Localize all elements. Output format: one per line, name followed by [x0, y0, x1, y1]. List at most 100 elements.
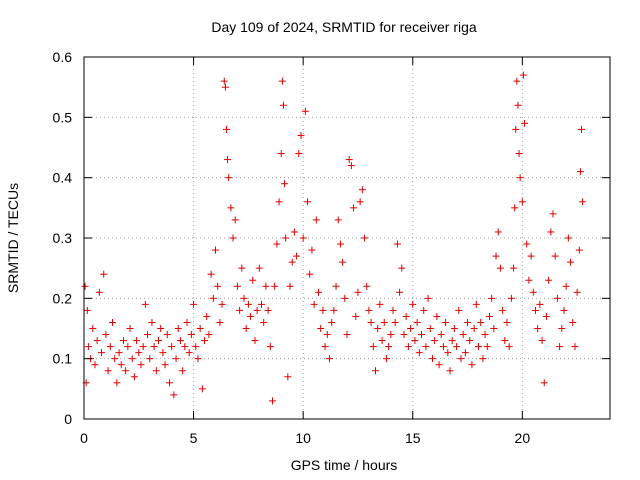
- data-point: [464, 318, 472, 326]
- data-point: [556, 343, 564, 351]
- data-point: [505, 343, 513, 351]
- data-point: [229, 234, 237, 242]
- data-point: [527, 252, 535, 260]
- data-point: [301, 107, 309, 115]
- data-point: [187, 331, 195, 339]
- data-point: [255, 264, 263, 272]
- data-point: [389, 306, 397, 314]
- data-point: [104, 367, 112, 375]
- data-point: [422, 343, 430, 351]
- data-point: [371, 367, 379, 375]
- data-point: [531, 306, 539, 314]
- data-point: [181, 343, 189, 351]
- data-point: [242, 325, 250, 332]
- data-point: [501, 337, 509, 345]
- data-point: [295, 150, 303, 158]
- data-point: [179, 367, 187, 375]
- data-point: [144, 331, 152, 339]
- data-point: [400, 331, 408, 339]
- data-point: [89, 325, 97, 332]
- data-point: [185, 349, 193, 357]
- y-tick-label: 0: [64, 411, 72, 427]
- data-point: [575, 246, 583, 254]
- data-point: [238, 264, 246, 272]
- data-point: [100, 270, 108, 278]
- data-point: [212, 246, 219, 254]
- data-point: [547, 228, 555, 236]
- data-point: [260, 318, 268, 326]
- data-point: [308, 246, 316, 254]
- data-point: [433, 312, 441, 320]
- data-point: [293, 252, 301, 260]
- data-point: [214, 282, 222, 290]
- data-point: [415, 349, 423, 357]
- x-tick-label: 10: [295, 430, 311, 446]
- data-point: [347, 162, 355, 170]
- data-point: [273, 240, 281, 248]
- data-point: [437, 331, 445, 339]
- data-point: [139, 343, 147, 351]
- data-point: [117, 361, 125, 369]
- data-point: [514, 101, 522, 109]
- data-point: [382, 355, 390, 363]
- data-point: [339, 258, 347, 266]
- data-point: [564, 234, 572, 242]
- data-point: [576, 168, 584, 176]
- data-point: [446, 367, 454, 375]
- data-point: [354, 288, 362, 296]
- data-point: [106, 343, 114, 351]
- data-point: [442, 318, 450, 326]
- data-point: [402, 312, 410, 320]
- data-point: [468, 361, 476, 369]
- data-point: [330, 306, 338, 314]
- data-point: [404, 343, 412, 351]
- data-point: [205, 331, 213, 339]
- data-point: [224, 156, 232, 164]
- data-point: [275, 198, 283, 206]
- data-point: [435, 361, 443, 369]
- axis-ticks: [83, 56, 610, 420]
- data-point: [571, 343, 579, 351]
- data-point: [485, 312, 493, 320]
- data-point: [516, 174, 524, 182]
- data-point: [310, 300, 318, 308]
- data-point: [483, 343, 491, 351]
- data-point: [168, 343, 176, 351]
- x-tick-label: 15: [405, 430, 421, 446]
- data-point: [174, 325, 182, 332]
- data-point: [439, 343, 447, 351]
- data-point: [161, 361, 169, 369]
- data-point: [356, 198, 364, 206]
- data-point: [396, 288, 404, 296]
- data-point: [560, 306, 568, 314]
- data-point: [192, 343, 200, 351]
- data-point: [222, 125, 230, 133]
- data-point: [376, 300, 384, 308]
- y-tick-label: 0.4: [53, 170, 73, 186]
- data-point: [271, 282, 279, 290]
- data-point: [247, 312, 255, 320]
- x-tick-label: 5: [190, 430, 198, 446]
- data-point: [288, 258, 296, 266]
- data-point: [102, 331, 110, 339]
- data-point: [409, 300, 417, 308]
- data-point: [341, 294, 349, 302]
- data-point: [453, 343, 461, 351]
- data-point: [221, 83, 229, 91]
- data-point: [475, 343, 482, 351]
- data-point: [146, 355, 154, 363]
- data-point: [115, 349, 123, 357]
- data-point: [170, 391, 178, 399]
- data-point: [431, 337, 439, 345]
- data-point: [332, 282, 340, 290]
- data-point: [529, 288, 537, 296]
- data-point: [194, 355, 202, 363]
- data-point: [176, 337, 184, 345]
- data-point: [334, 216, 342, 224]
- y-tick-label: 0.5: [53, 109, 73, 125]
- y-tick-label: 0.6: [53, 49, 73, 65]
- data-point: [507, 294, 515, 302]
- data-point: [518, 198, 526, 206]
- data-point: [286, 282, 294, 290]
- data-point: [155, 337, 163, 345]
